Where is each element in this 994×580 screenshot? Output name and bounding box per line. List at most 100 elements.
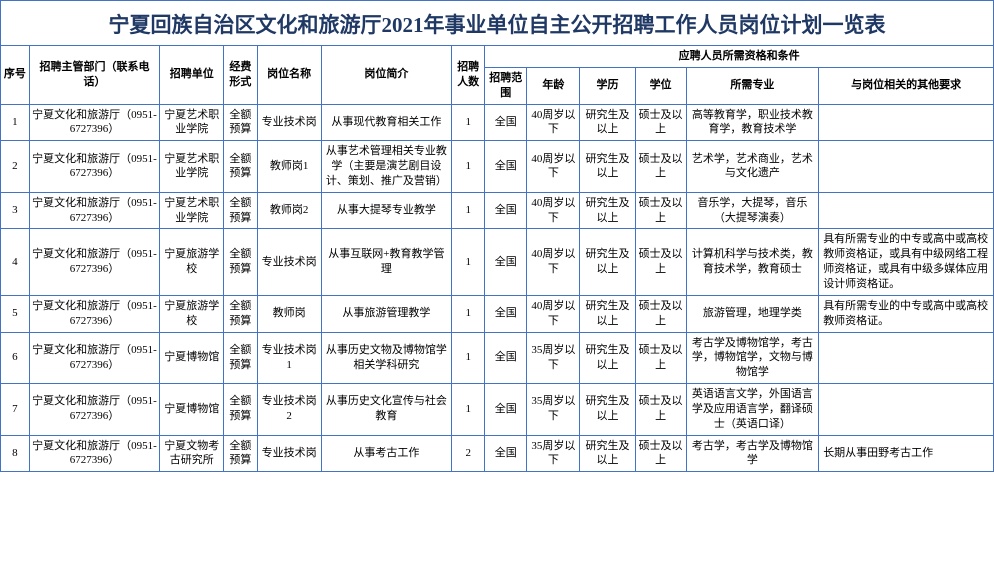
th-scope: 招聘范围	[485, 67, 527, 104]
cell-major: 英语语言文学，外国语言学及应用语言学，翻译硕士（英语口译）	[686, 384, 819, 436]
cell-dept: 宁夏文化和旅游厅（0951-6727396）	[29, 229, 159, 295]
cell-fund: 全额预算	[224, 229, 257, 295]
cell-count: 1	[452, 332, 485, 384]
th-other: 与岗位相关的其他要求	[819, 67, 994, 104]
cell-edu: 研究生及以上	[580, 229, 635, 295]
th-dept: 招聘主管部门（联系电话）	[29, 46, 159, 105]
cell-dept: 宁夏文化和旅游厅（0951-6727396）	[29, 192, 159, 229]
table-row: 4宁夏文化和旅游厅（0951-6727396）宁夏旅游学校全额预算专业技术岗从事…	[1, 229, 994, 295]
th-major: 所需专业	[686, 67, 819, 104]
cell-fund: 全额预算	[224, 295, 257, 332]
cell-unit: 宁夏旅游学校	[160, 295, 224, 332]
th-desc: 岗位简介	[321, 46, 451, 105]
cell-count: 1	[452, 104, 485, 141]
cell-seq: 1	[1, 104, 30, 141]
cell-scope: 全国	[485, 295, 527, 332]
cell-seq: 8	[1, 435, 30, 472]
table-row: 6宁夏文化和旅游厅（0951-6727396）宁夏博物馆全额预算专业技术岗1从事…	[1, 332, 994, 384]
cell-age: 40周岁以下	[527, 192, 580, 229]
cell-posname: 专业技术岗	[257, 104, 321, 141]
cell-degree: 硕士及以上	[635, 295, 686, 332]
cell-scope: 全国	[485, 435, 527, 472]
cell-unit: 宁夏艺术职业学院	[160, 192, 224, 229]
cell-degree: 硕士及以上	[635, 192, 686, 229]
cell-other	[819, 384, 994, 436]
cell-other	[819, 192, 994, 229]
table-row: 2宁夏文化和旅游厅（0951-6727396）宁夏艺术职业学院全额预算教师岗1从…	[1, 141, 994, 193]
cell-major: 高等教育学，职业技术教育学，教育技术学	[686, 104, 819, 141]
cell-posname: 教师岗	[257, 295, 321, 332]
cell-scope: 全国	[485, 192, 527, 229]
cell-count: 1	[452, 192, 485, 229]
cell-edu: 研究生及以上	[580, 332, 635, 384]
cell-count: 1	[452, 141, 485, 193]
cell-age: 40周岁以下	[527, 104, 580, 141]
cell-posname: 教师岗1	[257, 141, 321, 193]
cell-edu: 研究生及以上	[580, 141, 635, 193]
cell-fund: 全额预算	[224, 332, 257, 384]
cell-age: 40周岁以下	[527, 229, 580, 295]
cell-age: 40周岁以下	[527, 295, 580, 332]
cell-dept: 宁夏文化和旅游厅（0951-6727396）	[29, 435, 159, 472]
cell-count: 1	[452, 384, 485, 436]
cell-major: 艺术学，艺术商业，艺术与文化遗产	[686, 141, 819, 193]
cell-degree: 硕士及以上	[635, 435, 686, 472]
cell-major: 计算机科学与技术类，教育技术学，教育硕士	[686, 229, 819, 295]
cell-edu: 研究生及以上	[580, 192, 635, 229]
cell-seq: 2	[1, 141, 30, 193]
th-seq: 序号	[1, 46, 30, 105]
cell-age: 35周岁以下	[527, 332, 580, 384]
cell-posname: 专业技术岗	[257, 229, 321, 295]
cell-unit: 宁夏文物考古研究所	[160, 435, 224, 472]
th-count: 招聘人数	[452, 46, 485, 105]
table-row: 5宁夏文化和旅游厅（0951-6727396）宁夏旅游学校全额预算教师岗从事旅游…	[1, 295, 994, 332]
cell-count: 1	[452, 295, 485, 332]
cell-scope: 全国	[485, 332, 527, 384]
cell-count: 1	[452, 229, 485, 295]
cell-dept: 宁夏文化和旅游厅（0951-6727396）	[29, 295, 159, 332]
cell-unit: 宁夏博物馆	[160, 332, 224, 384]
cell-degree: 硕士及以上	[635, 141, 686, 193]
cell-edu: 研究生及以上	[580, 295, 635, 332]
cell-fund: 全额预算	[224, 435, 257, 472]
cell-dept: 宁夏文化和旅游厅（0951-6727396）	[29, 332, 159, 384]
cell-desc: 从事旅游管理教学	[321, 295, 451, 332]
cell-desc: 从事艺术管理相关专业教学（主要是演艺剧目设计、策划、推广及营销）	[321, 141, 451, 193]
cell-posname: 专业技术岗1	[257, 332, 321, 384]
cell-unit: 宁夏旅游学校	[160, 229, 224, 295]
cell-fund: 全额预算	[224, 104, 257, 141]
cell-other	[819, 332, 994, 384]
cell-degree: 硕士及以上	[635, 104, 686, 141]
cell-seq: 7	[1, 384, 30, 436]
recruitment-table: 序号 招聘主管部门（联系电话） 招聘单位 经费形式 岗位名称 岗位简介 招聘人数…	[0, 45, 994, 472]
cell-fund: 全额预算	[224, 384, 257, 436]
cell-seq: 4	[1, 229, 30, 295]
th-age: 年龄	[527, 67, 580, 104]
cell-seq: 6	[1, 332, 30, 384]
th-posname: 岗位名称	[257, 46, 321, 105]
cell-unit: 宁夏博物馆	[160, 384, 224, 436]
cell-desc: 从事考古工作	[321, 435, 451, 472]
cell-seq: 5	[1, 295, 30, 332]
cell-age: 35周岁以下	[527, 435, 580, 472]
cell-dept: 宁夏文化和旅游厅（0951-6727396）	[29, 141, 159, 193]
cell-desc: 从事历史文化宣传与社会教育	[321, 384, 451, 436]
cell-posname: 专业技术岗2	[257, 384, 321, 436]
cell-edu: 研究生及以上	[580, 104, 635, 141]
cell-major: 考古学及博物馆学，考古学，博物馆学，文物与博物馆学	[686, 332, 819, 384]
cell-scope: 全国	[485, 384, 527, 436]
th-fund: 经费形式	[224, 46, 257, 105]
cell-unit: 宁夏艺术职业学院	[160, 141, 224, 193]
cell-fund: 全额预算	[224, 141, 257, 193]
cell-posname: 专业技术岗	[257, 435, 321, 472]
cell-major: 音乐学，大提琴，音乐（大提琴演奏）	[686, 192, 819, 229]
cell-dept: 宁夏文化和旅游厅（0951-6727396）	[29, 384, 159, 436]
th-unit: 招聘单位	[160, 46, 224, 105]
cell-major: 旅游管理，地理学类	[686, 295, 819, 332]
cell-scope: 全国	[485, 229, 527, 295]
cell-desc: 从事历史文物及博物馆学相关学科研究	[321, 332, 451, 384]
cell-seq: 3	[1, 192, 30, 229]
cell-desc: 从事大提琴专业教学	[321, 192, 451, 229]
cell-major: 考古学，考古学及博物馆学	[686, 435, 819, 472]
cell-degree: 硕士及以上	[635, 332, 686, 384]
